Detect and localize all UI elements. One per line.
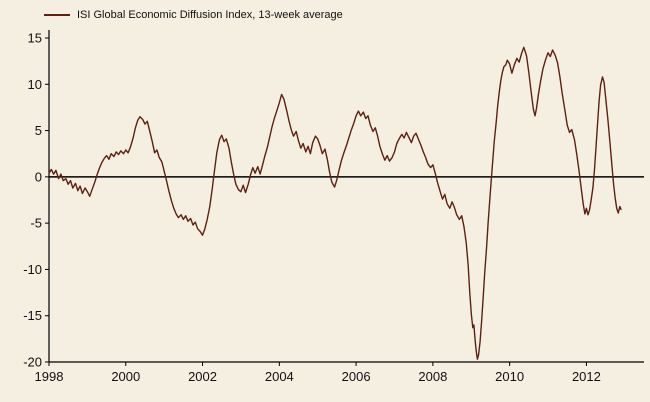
y-tick-label: -10 (23, 262, 42, 277)
y-tick-label: -5 (30, 216, 42, 231)
y-tick-label: -20 (23, 355, 42, 370)
x-tick-label: 2002 (188, 369, 217, 384)
x-tick-label: 2000 (111, 369, 140, 384)
x-tick-label: 1998 (35, 369, 64, 384)
legend-line-swatch (44, 14, 70, 16)
y-tick-label: 5 (35, 123, 42, 138)
x-tick-label: 2006 (342, 369, 371, 384)
series-line (48, 46, 622, 360)
y-tick-label: -15 (23, 308, 42, 323)
y-tick-label: 0 (35, 169, 42, 184)
x-tick-label: 2008 (418, 369, 447, 384)
x-tick-label: 2004 (265, 369, 294, 384)
legend-label: ISI Global Economic Diffusion Index, 13-… (77, 9, 343, 21)
y-tick-label: 10 (28, 77, 42, 92)
x-tick-label: 2010 (495, 369, 524, 384)
y-tick-label: 15 (28, 31, 42, 46)
x-tick-label: 2012 (572, 369, 601, 384)
chart-legend: ISI Global Economic Diffusion Index, 13-… (44, 8, 343, 22)
